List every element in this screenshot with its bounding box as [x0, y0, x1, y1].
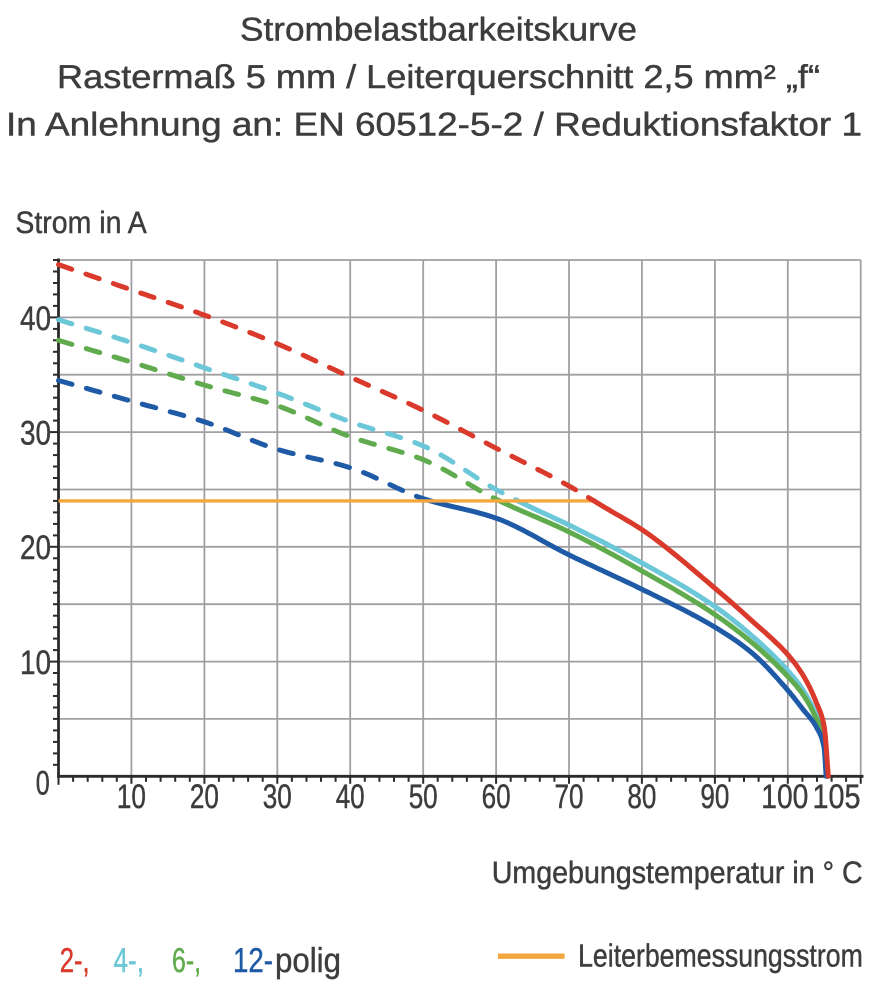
svg-text:40: 40 — [20, 300, 51, 338]
svg-text:2-,: 2-, — [60, 942, 90, 980]
svg-text:Strom in A: Strom in A — [15, 205, 147, 240]
svg-text:70: 70 — [555, 778, 584, 816]
svg-text:80: 80 — [627, 778, 656, 816]
svg-text:50: 50 — [409, 778, 438, 816]
svg-text:In Anlehnung an: EN 60512-5-2: In Anlehnung an: EN 60512-5-2 / Reduktio… — [6, 106, 862, 143]
svg-text:10: 10 — [20, 644, 51, 682]
svg-text:10: 10 — [117, 778, 146, 816]
svg-text:6-,: 6-, — [172, 942, 201, 980]
svg-text:20: 20 — [190, 778, 219, 816]
svg-text:100: 100 — [761, 778, 808, 816]
svg-text:40: 40 — [336, 778, 365, 816]
svg-text:Strombelastbarkeitskurve: Strombelastbarkeitskurve — [240, 11, 637, 48]
svg-text:60: 60 — [482, 778, 511, 816]
svg-text:20: 20 — [20, 529, 51, 567]
svg-text:105: 105 — [813, 778, 861, 816]
svg-text:90: 90 — [700, 778, 729, 816]
svg-text:polig: polig — [275, 942, 341, 980]
svg-text:Umgebungstemperatur in ° C: Umgebungstemperatur in ° C — [492, 855, 863, 890]
svg-text:30: 30 — [20, 415, 51, 453]
svg-text:12-: 12- — [233, 942, 273, 980]
svg-text:Leiterbemessungsstrom: Leiterbemessungsstrom — [578, 938, 863, 974]
svg-text:0: 0 — [36, 765, 50, 803]
svg-text:30: 30 — [263, 778, 292, 816]
svg-text:Rastermaß 5 mm / Leiterquersch: Rastermaß 5 mm / Leiterquerschnitt 2,5 m… — [57, 58, 820, 95]
svg-text:4-,: 4-, — [114, 942, 145, 980]
